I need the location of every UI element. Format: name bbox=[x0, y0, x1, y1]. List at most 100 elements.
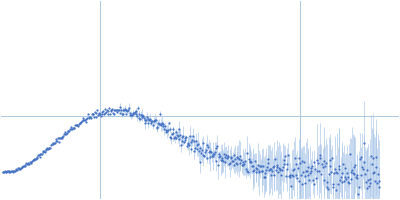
Point bbox=[104, 108, 110, 111]
Point bbox=[41, 149, 48, 152]
Point bbox=[360, 168, 366, 171]
Point bbox=[255, 169, 262, 172]
Point bbox=[285, 154, 291, 157]
Point bbox=[140, 114, 146, 118]
Point bbox=[222, 155, 228, 158]
Point bbox=[323, 185, 330, 188]
Point bbox=[363, 186, 370, 190]
Point bbox=[131, 112, 137, 115]
Point bbox=[40, 151, 46, 154]
Point bbox=[60, 134, 66, 137]
Point bbox=[295, 166, 301, 169]
Point bbox=[305, 165, 312, 168]
Point bbox=[144, 115, 150, 118]
Point bbox=[366, 185, 372, 188]
Point bbox=[117, 105, 124, 108]
Point bbox=[248, 161, 254, 164]
Point bbox=[296, 156, 302, 159]
Point bbox=[128, 114, 134, 117]
Point bbox=[292, 156, 298, 159]
Point bbox=[166, 121, 172, 124]
Point bbox=[183, 136, 189, 139]
Point bbox=[55, 141, 62, 144]
Point bbox=[42, 149, 49, 152]
Point bbox=[351, 165, 358, 168]
Point bbox=[65, 129, 72, 132]
Point bbox=[242, 168, 249, 171]
Point bbox=[224, 154, 231, 157]
Point bbox=[197, 160, 204, 164]
Point bbox=[244, 169, 250, 172]
Point bbox=[243, 152, 250, 155]
Point bbox=[234, 162, 240, 165]
Point bbox=[324, 180, 330, 183]
Point bbox=[322, 165, 328, 168]
Point bbox=[142, 121, 148, 124]
Point bbox=[342, 175, 349, 179]
Point bbox=[165, 128, 171, 132]
Point bbox=[289, 173, 295, 176]
Point bbox=[347, 153, 353, 156]
Point bbox=[103, 111, 109, 114]
Point bbox=[70, 126, 76, 130]
Point bbox=[182, 137, 188, 140]
Point bbox=[343, 178, 349, 181]
Point bbox=[138, 116, 145, 119]
Point bbox=[265, 162, 272, 165]
Point bbox=[282, 154, 288, 157]
Point bbox=[130, 111, 136, 114]
Point bbox=[279, 168, 285, 172]
Point bbox=[251, 169, 257, 172]
Point bbox=[274, 165, 280, 169]
Point bbox=[178, 136, 185, 139]
Point bbox=[76, 122, 82, 125]
Point bbox=[110, 112, 116, 115]
Point bbox=[335, 182, 341, 185]
Point bbox=[340, 162, 346, 165]
Point bbox=[266, 168, 272, 171]
Point bbox=[182, 139, 188, 142]
Point bbox=[216, 152, 222, 155]
Point bbox=[180, 134, 186, 137]
Point bbox=[19, 166, 26, 169]
Point bbox=[326, 165, 333, 168]
Point bbox=[37, 153, 44, 156]
Point bbox=[175, 134, 181, 137]
Point bbox=[302, 174, 308, 178]
Point bbox=[166, 136, 173, 139]
Point bbox=[316, 170, 322, 173]
Point bbox=[329, 157, 335, 160]
Point bbox=[353, 176, 359, 179]
Point bbox=[370, 156, 376, 159]
Point bbox=[23, 162, 29, 165]
Point bbox=[146, 118, 152, 121]
Point bbox=[85, 112, 91, 116]
Point bbox=[319, 163, 325, 166]
Point bbox=[221, 153, 227, 156]
Point bbox=[316, 154, 323, 157]
Point bbox=[212, 150, 218, 153]
Point bbox=[272, 158, 278, 161]
Point bbox=[48, 143, 54, 146]
Point bbox=[366, 177, 373, 180]
Point bbox=[3, 171, 10, 174]
Point bbox=[209, 152, 216, 155]
Point bbox=[162, 130, 169, 133]
Point bbox=[249, 170, 256, 173]
Point bbox=[98, 114, 104, 117]
Point bbox=[237, 162, 244, 165]
Point bbox=[206, 155, 213, 159]
Point bbox=[338, 180, 345, 183]
Point bbox=[337, 179, 343, 182]
Point bbox=[141, 116, 147, 119]
Point bbox=[375, 173, 381, 176]
Point bbox=[54, 139, 60, 142]
Point bbox=[179, 139, 186, 143]
Point bbox=[72, 124, 78, 127]
Point bbox=[116, 111, 123, 114]
Point bbox=[170, 131, 176, 135]
Point bbox=[292, 163, 299, 166]
Point bbox=[277, 168, 284, 171]
Point bbox=[101, 112, 107, 115]
Point bbox=[242, 160, 248, 163]
